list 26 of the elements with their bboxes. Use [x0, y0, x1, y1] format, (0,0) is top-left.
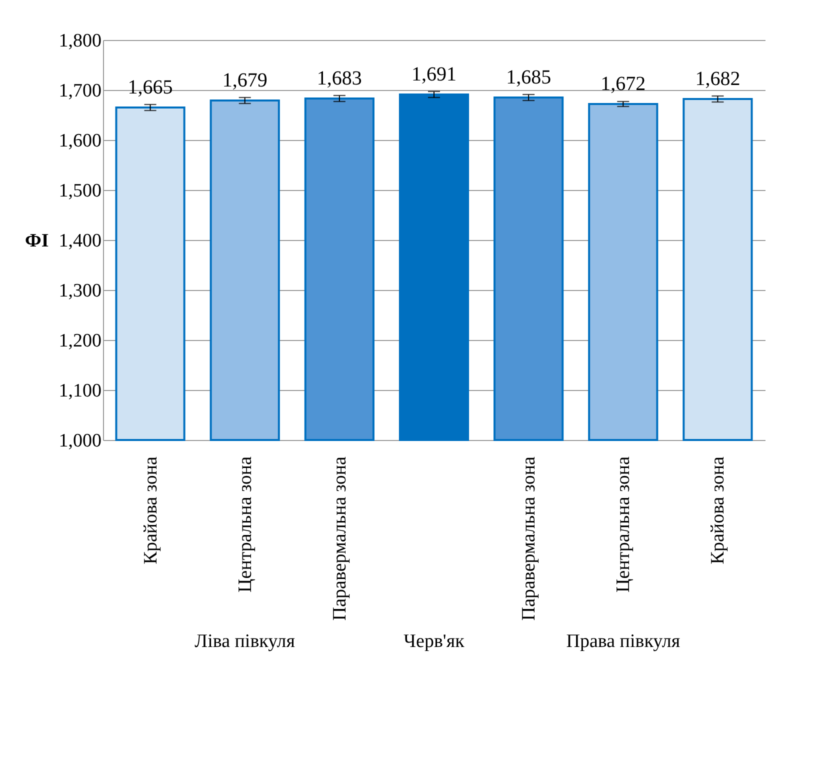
- text: Ліва півкуля: [194, 631, 296, 652]
- y-axis-title: ФІ: [25, 230, 49, 252]
- y-tick-label: 1,500: [58, 180, 102, 202]
- y-tick-label: 1,300: [58, 280, 102, 302]
- y-tick-label: 1,200: [58, 330, 102, 352]
- y-tick-label: 1,400: [58, 230, 102, 252]
- data-label: 1,665: [128, 76, 173, 98]
- text: Права півкуля: [566, 631, 680, 652]
- x-tick-label: Крайова зона: [708, 456, 729, 564]
- text: Черв'як: [404, 631, 466, 652]
- x-tick-label: Центральна зона: [613, 456, 634, 592]
- y-tick-label: 1,700: [58, 80, 102, 102]
- data-label: 1,691: [412, 64, 456, 86]
- x-tick-label: Центральна зона: [234, 456, 256, 592]
- data-label: 1,672: [600, 73, 646, 95]
- data-label: 1,682: [695, 68, 740, 90]
- y-tick-label: 1,600: [58, 130, 102, 152]
- y-tick-label: 1,800: [58, 30, 102, 52]
- x-tick-label: Паравермальна зона: [518, 456, 540, 621]
- x-tick-label: Паравермальна зона: [329, 456, 350, 621]
- data-label: 1,685: [506, 66, 552, 88]
- y-tick-label: 1,100: [58, 380, 102, 402]
- data-label: 1,679: [222, 70, 268, 92]
- data-label: 1,683: [316, 68, 362, 90]
- y-tick-label: 1,000: [58, 430, 102, 452]
- x-tick-label: Крайова зона: [140, 456, 162, 564]
